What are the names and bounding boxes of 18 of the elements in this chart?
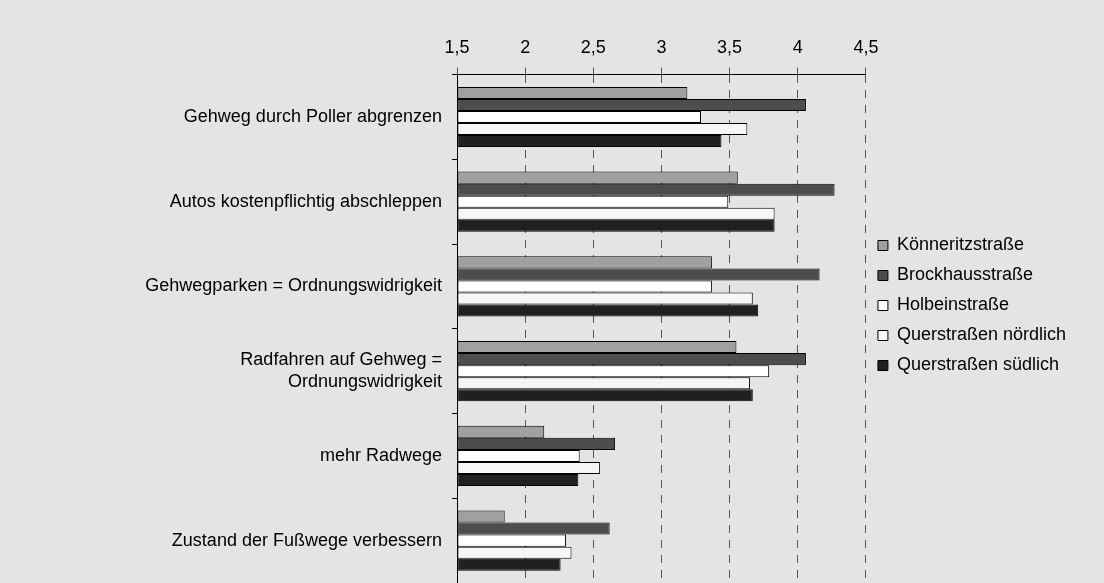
y-tick-label: Radfahren auf Gehweg = Ordnungswidrigkeit	[240, 349, 442, 391]
x-tick-label: 2	[520, 36, 531, 57]
y-tick-label: mehr Radwege	[319, 444, 442, 465]
y-tick-label: Autos kostenpflichtig abschleppen	[169, 190, 442, 211]
y-tick-label: Zustand der Fußwege verbessern	[171, 529, 442, 550]
legend-label: Querstraßen südlich	[896, 354, 1059, 375]
x-tick-label: 3,5	[717, 36, 743, 57]
legend-label: Holbeinstraße	[896, 294, 1009, 315]
legend-label: Querstraßen nördlich	[896, 324, 1066, 345]
x-tick-label: 1,5	[444, 36, 470, 57]
legend-label: Brockhausstraße	[896, 264, 1033, 285]
x-tick-label: 2,5	[580, 36, 606, 57]
legend-label: Könneritzstraße	[896, 234, 1024, 255]
y-tick-label: Gehwegparken = Ordnungswidrigkeit	[145, 275, 442, 296]
x-tick-label: 3	[656, 36, 667, 57]
x-tick-label: 4,5	[853, 36, 879, 57]
x-tick-label: 4	[792, 36, 803, 57]
y-tick-label: Gehweg durch Poller abgrenzen	[183, 105, 442, 126]
